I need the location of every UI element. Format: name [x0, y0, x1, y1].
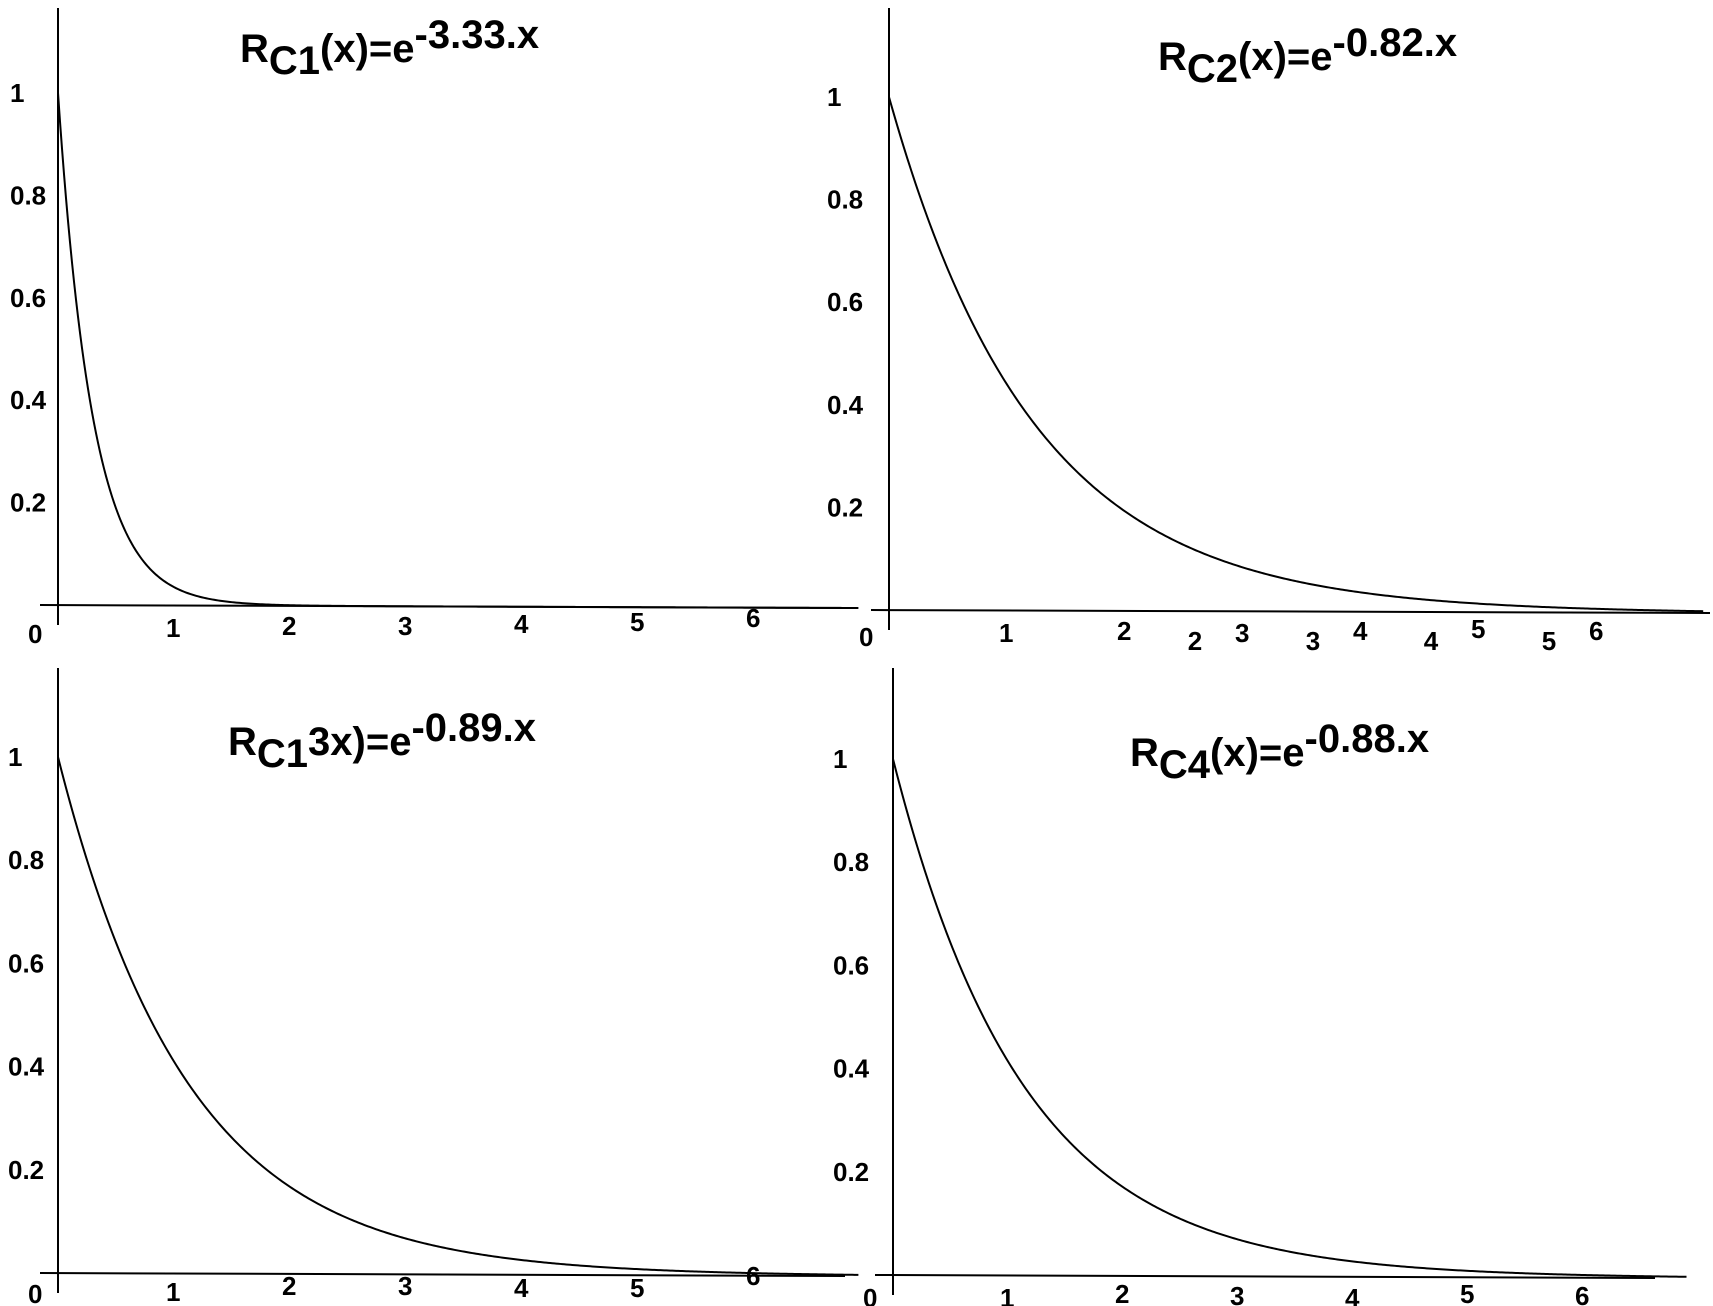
x-axis-line	[39, 1272, 846, 1277]
y-tick-label: 0.8	[827, 185, 863, 215]
y-tick-label: 0.6	[827, 287, 863, 317]
title-sub: C1	[257, 732, 308, 776]
y-tick-label: 1	[827, 82, 841, 112]
x-tick-label: 0	[859, 622, 873, 652]
x-tick-label: 5	[1542, 626, 1556, 656]
y-tick-label: 0.2	[10, 488, 46, 518]
x-tick-label: 0	[28, 1279, 42, 1306]
y-tick-label: 0.8	[8, 845, 44, 875]
chart-panel-1: 1 0.8 0.6 0.4 0.2 0 1 2 3 4 5 6 RC1(x)=e-3.33.x	[10, 8, 859, 649]
y-tick-label: 0.6	[833, 950, 869, 980]
y-tick-label: 1	[10, 78, 24, 108]
x-tick-label: 3	[1230, 1281, 1244, 1306]
title-mid: (x)=e	[320, 27, 415, 71]
chart-panel-3: 1 0.8 0.6 0.4 0.2 0 1 2 3 4 5 6 RC13x)=e-0.89.x	[8, 668, 859, 1306]
title-sub: C2	[1187, 47, 1238, 91]
x-tick-label: 5	[1460, 1279, 1474, 1306]
title-sub: C4	[1159, 743, 1211, 787]
y-tick-label: 0.6	[10, 283, 46, 313]
x-tick-label: 3	[1306, 626, 1320, 656]
title-prefix: R	[240, 27, 269, 71]
y-tick-label: 0.6	[8, 948, 44, 978]
chart-title: RC4(x)=e-0.88.x	[1130, 717, 1429, 787]
x-tick-label: 2	[282, 611, 296, 641]
y-tick-label: 0.2	[833, 1157, 869, 1187]
title-mid: (x)=e	[1238, 35, 1333, 79]
x-tick-label: 2	[1188, 626, 1202, 656]
x-tick-label: 4	[1424, 626, 1439, 656]
x-tick-label: 6	[1575, 1281, 1589, 1306]
decay-curve-line	[888, 96, 1704, 613]
x-tick-label: 1	[166, 613, 180, 643]
x-tick-label: 1	[999, 618, 1013, 648]
chart-title: RC13x)=e-0.89.x	[228, 706, 536, 776]
y-tick-label: 1	[8, 742, 22, 772]
title-prefix: R	[228, 720, 257, 764]
x-tick-label: 1	[1000, 1283, 1014, 1306]
y-tick-label: 1	[833, 744, 847, 774]
x-tick-label: 5	[630, 607, 644, 637]
chart-title: RC2(x)=e-0.82.x	[1158, 21, 1457, 91]
chart-panel-4: 1 0.8 0.6 0.4 0.2 0 1 2 3 4 5 6 RC4(x)=e-0.88.x	[833, 668, 1687, 1306]
title-sup: -0.82.x	[1333, 21, 1458, 65]
x-tick-label: 6	[746, 603, 760, 633]
x-tick-label: 2	[1117, 616, 1131, 646]
x-axis-line	[870, 609, 1711, 614]
x-tick-label: 5	[1471, 614, 1485, 644]
x-tick-label: 5	[630, 1273, 644, 1303]
x-tick-label: 3	[398, 611, 412, 641]
x-tick-label: 6	[746, 1261, 760, 1291]
title-sup: -3.33.x	[415, 13, 540, 57]
title-prefix: R	[1130, 731, 1159, 775]
title-prefix: R	[1158, 35, 1187, 79]
x-tick-label: 4	[1353, 616, 1368, 646]
x-tick-label: 4	[1345, 1283, 1360, 1306]
x-tick-label: 2	[282, 1271, 296, 1301]
x-tick-label: 1	[166, 1277, 180, 1306]
y-tick-label: 0.8	[833, 847, 869, 877]
y-tick-label: 0.4	[833, 1054, 870, 1084]
y-tick-label: 0.4	[8, 1052, 45, 1082]
y-tick-label: 0.2	[8, 1155, 44, 1185]
x-axis-line	[874, 1274, 1656, 1279]
x-tick-label: 0	[863, 1283, 877, 1306]
decay-curve-line	[892, 758, 1687, 1278]
y-tick-label: 0.8	[10, 180, 46, 210]
title-sub: C1	[269, 39, 320, 83]
y-tick-label: 0.2	[827, 492, 863, 522]
x-tick-label: 2	[1115, 1279, 1129, 1306]
decay-curve-line	[57, 756, 859, 1276]
x-tick-label: 3	[398, 1271, 412, 1301]
y-tick-label: 0.4	[827, 390, 864, 420]
x-tick-label: 0	[28, 619, 42, 649]
x-tick-label: 4	[514, 1273, 529, 1303]
x-tick-label: 4	[514, 609, 529, 639]
chart-title: RC1(x)=e-3.33.x	[240, 13, 539, 83]
y-tick-label: 0.4	[10, 385, 47, 415]
decay-curve-line	[57, 92, 859, 609]
title-sup: -0.88.x	[1305, 717, 1430, 761]
title-mid: 3x)=e	[308, 720, 411, 764]
x-tick-label: 3	[1235, 618, 1249, 648]
chart-panel-2: 1 0.8 0.6 0.4 0.2 0 1 2 2 3 3 4 4 5 5 6 RC2(x)=e-0.82.x	[827, 8, 1711, 656]
title-sup: -0.89.x	[411, 706, 536, 750]
title-mid: (x)=e	[1210, 731, 1305, 775]
x-tick-label: 6	[1589, 616, 1603, 646]
